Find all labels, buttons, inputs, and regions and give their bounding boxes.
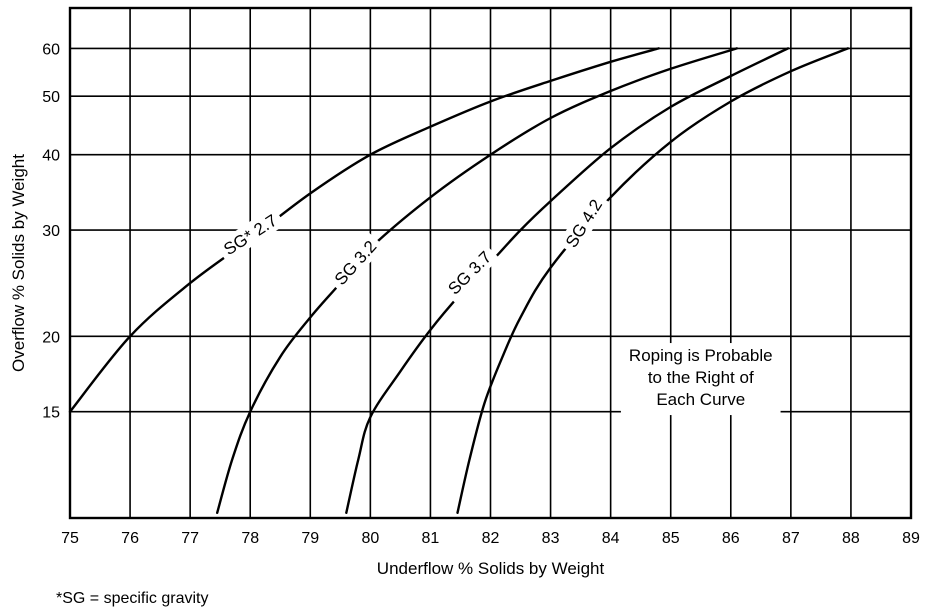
x-tick-label: 84 xyxy=(602,530,620,547)
curve-label-background xyxy=(557,190,610,256)
x-tick-label: 79 xyxy=(301,530,319,547)
x-tick-label: 75 xyxy=(61,530,79,547)
curve-label-group: SG 4.2 xyxy=(557,190,610,256)
x-tick-label: 83 xyxy=(542,530,560,547)
curve-label-group: SG 3.2 xyxy=(326,231,385,294)
y-tick-labels: 15 20 30 40 50 60 xyxy=(42,41,60,421)
x-tick-label: 88 xyxy=(842,530,860,547)
y-axis-title: Overflow % Solids by Weight xyxy=(9,154,28,372)
x-tick-label: 78 xyxy=(241,530,259,547)
curve-1 xyxy=(68,47,660,413)
curve-4 xyxy=(456,47,850,514)
curve-2 xyxy=(216,47,738,514)
x-tick-label: 81 xyxy=(422,530,440,547)
x-tick-label: 89 xyxy=(902,530,920,547)
curve-label-background xyxy=(215,206,286,263)
curve-label: SG 3.7 xyxy=(444,248,495,299)
curve-label-background xyxy=(326,231,385,294)
curve-label: SG 3.2 xyxy=(331,237,381,289)
curve-label-background xyxy=(439,242,500,303)
y-tick-label: 15 xyxy=(42,405,60,422)
footnote: *SG = specific gravity xyxy=(56,590,209,607)
roping-note: Roping is Probable to the Right of Each Cu… xyxy=(620,343,781,416)
y-tick-label: 20 xyxy=(42,329,60,346)
y-tick-label: 40 xyxy=(42,148,60,165)
x-tick-label: 77 xyxy=(181,530,199,547)
note-background xyxy=(620,343,781,416)
y-tick-label: 30 xyxy=(42,223,60,240)
x-tick-label: 87 xyxy=(782,530,800,547)
curve-3 xyxy=(345,47,790,514)
y-tick-label: 50 xyxy=(42,89,60,106)
x-tick-label: 80 xyxy=(361,530,379,547)
roping-note-line: to the Right of xyxy=(648,368,754,387)
roping-note-line: Each Curve xyxy=(656,390,745,409)
y-tick-label: 60 xyxy=(42,41,60,58)
x-tick-label: 85 xyxy=(662,530,680,547)
x-tick-label: 82 xyxy=(482,530,500,547)
plot-frame xyxy=(68,6,913,520)
x-tick-labels: 75 76 77 78 79 80 81 82 83 84 85 86 87 88 89 xyxy=(61,530,920,547)
x-axis-title: Underflow % Solids by Weight xyxy=(377,559,605,578)
x-tick-label: 86 xyxy=(722,530,740,547)
x-tick-label: 76 xyxy=(121,530,139,547)
roping-note-line: Roping is Probable xyxy=(629,346,773,365)
